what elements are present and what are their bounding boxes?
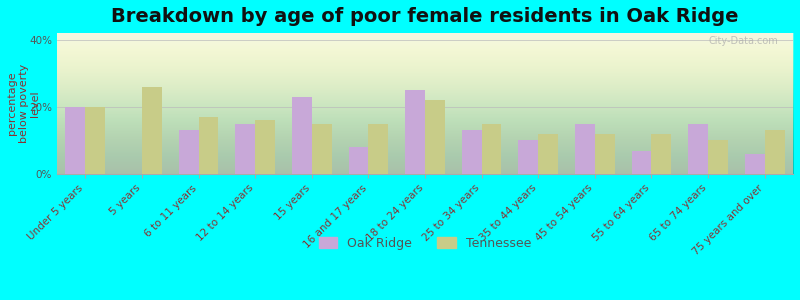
Bar bbox=[198, 117, 218, 174]
Bar bbox=[178, 130, 198, 174]
Bar bbox=[595, 134, 614, 174]
Legend: Oak Ridge, Tennessee: Oak Ridge, Tennessee bbox=[314, 232, 536, 255]
Bar bbox=[575, 124, 595, 174]
Bar bbox=[425, 100, 445, 174]
Bar bbox=[688, 124, 708, 174]
Bar bbox=[312, 124, 331, 174]
Title: Breakdown by age of poor female residents in Oak Ridge: Breakdown by age of poor female resident… bbox=[111, 7, 738, 26]
Bar bbox=[708, 140, 728, 174]
Text: City-Data.com: City-Data.com bbox=[709, 36, 778, 46]
Bar bbox=[142, 87, 162, 174]
Bar bbox=[745, 154, 765, 174]
Bar bbox=[255, 120, 275, 174]
Bar bbox=[765, 130, 785, 174]
Bar bbox=[482, 124, 502, 174]
Bar bbox=[462, 130, 482, 174]
Bar bbox=[518, 140, 538, 174]
Bar bbox=[235, 124, 255, 174]
Bar bbox=[368, 124, 388, 174]
Bar bbox=[632, 151, 651, 174]
Bar bbox=[66, 107, 86, 174]
Bar bbox=[651, 134, 671, 174]
Bar bbox=[349, 147, 368, 174]
Bar bbox=[405, 90, 425, 174]
Y-axis label: percentage
below poverty
level: percentage below poverty level bbox=[7, 64, 40, 143]
Bar bbox=[538, 134, 558, 174]
Bar bbox=[86, 107, 105, 174]
Bar bbox=[292, 97, 312, 174]
